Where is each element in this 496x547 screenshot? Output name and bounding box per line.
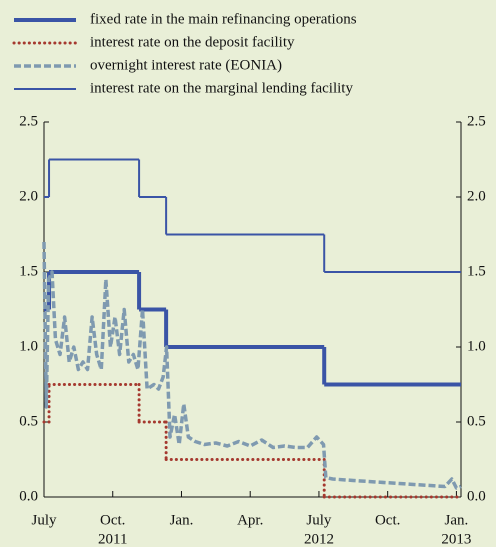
y-tick-label-right: 1.0 [467, 338, 486, 354]
x-tick-label: July [31, 512, 57, 528]
legend-label: fixed rate in the main refinancing opera… [90, 11, 357, 27]
y-tick-label: 1.0 [19, 338, 38, 354]
x-tick-label: Oct. [375, 512, 400, 528]
y-tick-label: 0.0 [19, 488, 38, 504]
y-tick-label: 2.0 [19, 188, 38, 204]
y-tick-label: 1.5 [19, 263, 38, 279]
y-tick-label-right: 1.5 [467, 263, 486, 279]
x-tick-label: July [306, 512, 332, 528]
x-tick-label: Apr. [237, 512, 263, 528]
y-tick-label-right: 2.0 [467, 188, 486, 204]
legend-label: interest rate on the marginal lending fa… [90, 80, 353, 96]
y-tick-label-right: 0.0 [467, 488, 486, 504]
x-tick-label: Jan. [445, 512, 469, 528]
y-tick-label-right: 2.5 [467, 113, 486, 129]
legend-label: interest rate on the deposit facility [90, 34, 295, 50]
line [42, 241, 462, 490]
legend-label: overnight interest rate (EONIA) [90, 57, 282, 73]
x-tick-label: Jan. [170, 512, 194, 528]
y-tick-label-right: 0.5 [467, 413, 486, 429]
x-tick-label: Oct. [100, 512, 125, 528]
y-tick-label: 0.5 [19, 413, 38, 429]
y-tick-label: 2.5 [19, 113, 38, 129]
year-label: 2012 [304, 531, 334, 547]
year-label: 2011 [98, 531, 127, 547]
year-label: 2013 [441, 531, 471, 547]
